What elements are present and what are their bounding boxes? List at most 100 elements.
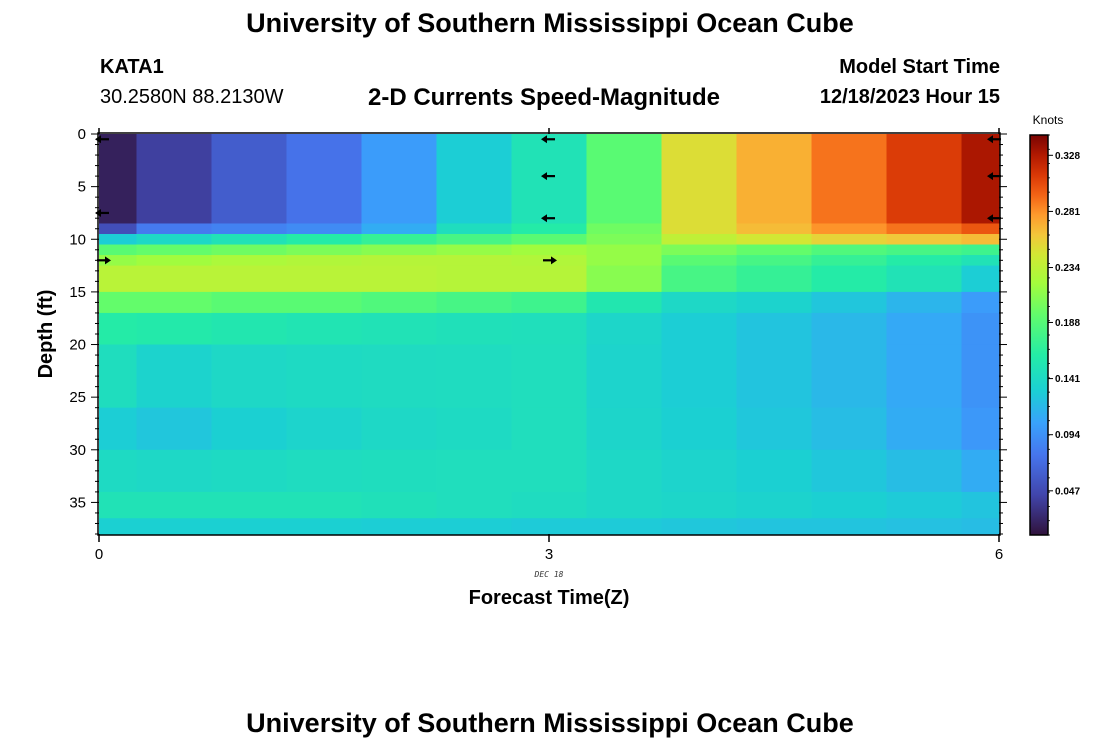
heatmap-cell xyxy=(886,518,963,535)
heatmap-cell xyxy=(961,291,1000,314)
heatmap-cell xyxy=(286,255,363,267)
y-axis-title: Depth (ft) xyxy=(35,290,57,379)
y-tick-label: 15 xyxy=(69,284,86,301)
heatmap-cell xyxy=(586,223,663,235)
heatmap-cell xyxy=(736,518,813,535)
date-label: DEC 18 xyxy=(534,570,564,579)
heatmap-cell xyxy=(511,449,588,493)
heatmap-cell xyxy=(286,244,363,256)
colorbar-units: Knots xyxy=(1033,113,1064,127)
x-axis-title: Forecast Time(Z) xyxy=(469,587,630,609)
heatmap-cell xyxy=(736,449,813,493)
heatmap-cell xyxy=(286,491,363,519)
heatmap-cell xyxy=(436,244,513,256)
heatmap-cell xyxy=(811,518,888,535)
heatmap-cell xyxy=(211,234,288,246)
heatmap-cell xyxy=(511,134,588,225)
heatmap-cell xyxy=(99,312,138,346)
x-tick-label: 3 xyxy=(545,546,553,563)
heatmap-cell xyxy=(736,491,813,519)
heatmap-cell xyxy=(361,491,438,519)
heatmap-cell xyxy=(886,255,963,267)
current-arrow xyxy=(541,214,555,223)
heatmap-cell xyxy=(736,244,813,256)
heatmap-cell xyxy=(211,134,288,225)
heatmap-cell xyxy=(586,291,663,314)
heatmap-cell xyxy=(436,255,513,267)
x-tick-label: 0 xyxy=(95,546,103,563)
heatmap-cell xyxy=(511,344,588,409)
heatmap-cell xyxy=(961,265,1000,293)
heatmap-cell xyxy=(211,244,288,256)
model-start-label: Model Start Time xyxy=(839,56,1000,78)
heatmap-cell xyxy=(136,407,213,451)
heatmap-cell xyxy=(286,518,363,535)
heatmap-cell xyxy=(886,407,963,451)
y-tick-label: 10 xyxy=(69,231,86,248)
heatmap-cell xyxy=(436,491,513,519)
heatmap-cell xyxy=(511,234,588,246)
y-tick-label: 35 xyxy=(69,494,86,511)
heatmap-cell xyxy=(961,244,1000,256)
heatmap-cell xyxy=(136,234,213,246)
heatmap-cell xyxy=(511,491,588,519)
heatmap-cell xyxy=(586,518,663,535)
heatmap-cell xyxy=(361,344,438,409)
heatmap-cell xyxy=(886,491,963,519)
heatmap-cell xyxy=(511,407,588,451)
heatmap-cell xyxy=(586,255,663,267)
heatmap-cell xyxy=(286,265,363,293)
heatmap-cell xyxy=(99,134,138,225)
model-start-value: 12/18/2023 Hour 15 xyxy=(819,86,1000,108)
heatmap-cells xyxy=(99,134,1000,535)
heatmap-cell xyxy=(736,255,813,267)
heatmap-cell xyxy=(436,407,513,451)
heatmap-cell xyxy=(886,234,963,246)
heatmap-cell xyxy=(586,344,663,409)
heatmap-cell xyxy=(661,449,738,493)
heatmap-cell xyxy=(886,312,963,346)
heatmap-cell xyxy=(99,265,138,293)
heatmap-cell xyxy=(961,449,1000,493)
heatmap-cell xyxy=(586,407,663,451)
colorbar-tick-label: 0.141 xyxy=(1055,374,1080,385)
heatmap-cell xyxy=(211,291,288,314)
heatmap-cell xyxy=(361,234,438,246)
heatmap-cell xyxy=(211,491,288,519)
current-arrow xyxy=(541,172,555,181)
heatmap-cell xyxy=(511,518,588,535)
heatmap-cell xyxy=(436,344,513,409)
colorbar: Knots 0.047 0.094 0.141 0.188 0.234 0.281 0.32… xyxy=(1029,113,1080,536)
heatmap-cell xyxy=(961,234,1000,246)
heatmap-cell xyxy=(136,344,213,409)
heatmap-cell xyxy=(436,223,513,235)
heatmap-cell xyxy=(661,134,738,225)
heatmap-cell xyxy=(286,344,363,409)
heatmap-cell xyxy=(511,312,588,346)
heatmap-cell xyxy=(661,312,738,346)
y-tick-label: 0 xyxy=(78,126,86,143)
y-tick-label: 5 xyxy=(78,179,86,196)
heatmap-cell xyxy=(961,134,1000,225)
heatmap-cell xyxy=(736,265,813,293)
heatmap-cell xyxy=(661,255,738,267)
heatmap-cell xyxy=(136,291,213,314)
heatmap-cell xyxy=(211,312,288,346)
heatmap-cell xyxy=(586,244,663,256)
y-tick-label: 25 xyxy=(69,389,86,406)
heatmap-cell xyxy=(361,255,438,267)
heatmap-cell xyxy=(211,265,288,293)
colorbar-tick-label: 0.047 xyxy=(1055,486,1080,497)
heatmap-cell xyxy=(436,518,513,535)
heatmap-cell xyxy=(99,291,138,314)
heatmap-cell xyxy=(811,244,888,256)
heatmap-cell xyxy=(286,291,363,314)
heatmap-cell xyxy=(961,518,1000,535)
heatmap-cell xyxy=(586,134,663,225)
heatmap-cell xyxy=(811,291,888,314)
heatmap-cell xyxy=(961,255,1000,267)
heatmap-cell xyxy=(511,244,588,256)
heatmap-cell xyxy=(361,291,438,314)
heatmap-cell xyxy=(99,244,138,256)
